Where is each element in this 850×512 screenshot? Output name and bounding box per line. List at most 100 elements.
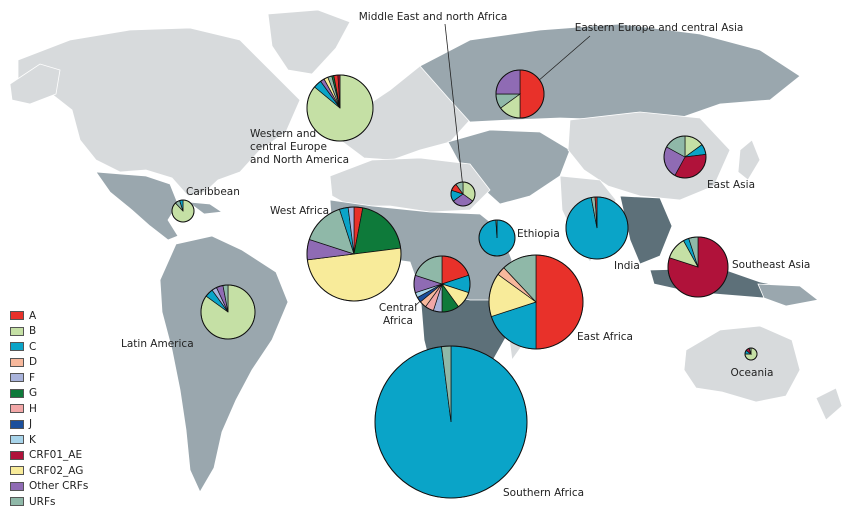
label-line-caribbean-0: Caribbean <box>186 186 240 198</box>
legend-item-crf01-ae: CRF01_AE <box>10 448 88 464</box>
label-line-western-central-europe-north-america-0: Western and <box>250 128 316 140</box>
label-line-middle-east-north-africa-0: Middle East and north Africa <box>359 11 508 23</box>
pie-outline-latin-america <box>200 284 256 340</box>
legend-label-g: G <box>29 387 38 400</box>
legend-label-crf01-ae: CRF01_AE <box>29 449 83 462</box>
legend-item-d: D <box>10 355 88 371</box>
pie-outline-southeast-asia <box>667 236 729 298</box>
region-labels: Western and central Europe and North Ameri… <box>121 11 810 499</box>
pie-western-central-europe-north-america <box>306 74 374 142</box>
pie-outline-oceania <box>744 347 758 361</box>
label-line-latin-america-0: Latin America <box>121 338 194 350</box>
swatch-a <box>10 311 24 321</box>
label-line-ethiopia-0: Ethiopia <box>517 228 560 240</box>
swatch-crf02-ag <box>10 466 24 476</box>
label-southeast-asia: Southeast Asia <box>732 259 810 271</box>
pie-west-africa <box>306 206 402 302</box>
pie-charts <box>171 69 758 499</box>
legend-label-other-crfs: Other CRFs <box>29 480 89 493</box>
label-ethiopia: Ethiopia <box>517 228 560 240</box>
legend-label-crf02-ag: CRF02_AG <box>29 464 84 477</box>
pie-outline-middle-east-north-africa <box>450 181 476 207</box>
russia-shape <box>419 23 801 123</box>
label-line-oceania-0: Oceania <box>731 367 774 379</box>
new-guinea-shape <box>757 283 819 307</box>
southeast-asia-shape <box>619 195 673 265</box>
legend-label-urfs: URFs <box>29 495 56 508</box>
legend-label-h: H <box>29 402 37 415</box>
legend-item-h: H <box>10 401 88 417</box>
greenland-shape <box>267 9 351 75</box>
leader-middle-east <box>444 23 464 189</box>
label-line-eastern-europe-central-asia-0: Eastern Europe and central Asia <box>575 22 744 34</box>
pie-middle-east-north-africa <box>450 181 476 207</box>
legend-item-g: G <box>10 386 88 402</box>
swatch-g <box>10 388 24 398</box>
legend-label-j: J <box>29 418 33 431</box>
south-america-shape <box>159 235 289 493</box>
legend-item-a: A <box>10 308 88 324</box>
pie-outline-east-africa <box>488 254 584 350</box>
label-line-western-central-europe-north-america-1: central Europe <box>250 141 327 153</box>
legend-label-c: C <box>29 340 37 353</box>
label-line-west-africa-0: West Africa <box>270 205 329 217</box>
caribbean-islands-shape <box>186 201 224 215</box>
legend-item-crf02-ag: CRF02_AG <box>10 463 88 479</box>
label-line-southeast-asia-0: Southeast Asia <box>732 259 810 271</box>
alaska-shape <box>9 63 61 105</box>
pie-outline-india <box>565 196 629 260</box>
label-line-east-africa-0: East Africa <box>577 331 633 343</box>
pie-outline-east-asia <box>663 135 707 179</box>
swatch-f <box>10 373 24 383</box>
australia-shape <box>683 325 801 403</box>
leader-eastern-europe <box>529 35 591 89</box>
pie-southeast-asia <box>667 236 729 298</box>
label-east-africa: East Africa <box>577 331 633 343</box>
legend-item-k: K <box>10 432 88 448</box>
pie-india <box>565 196 629 260</box>
pie-east-asia <box>663 135 707 179</box>
label-central-africa: Central Africa <box>379 302 417 327</box>
label-line-india-0: India <box>614 260 640 272</box>
legend-label-f: F <box>29 371 36 384</box>
pie-outline-central-africa <box>413 255 471 313</box>
label-line-western-central-europe-north-america-2: and North America <box>250 154 349 166</box>
label-line-southern-africa-0: Southern Africa <box>503 487 584 499</box>
swatch-d <box>10 357 24 367</box>
swatch-j <box>10 419 24 429</box>
mexico-shape <box>95 171 179 241</box>
north-america-shape <box>17 27 301 197</box>
label-eastern-europe-central-asia: Eastern Europe and central Asia <box>575 22 744 34</box>
pie-outline-caribbean <box>171 199 195 223</box>
pie-oceania <box>744 347 758 361</box>
legend-label-a: A <box>29 309 37 322</box>
legend-label-k: K <box>29 433 36 446</box>
pie-southern-africa <box>374 345 528 499</box>
legend-label-d: D <box>29 356 38 369</box>
label-middle-east-north-africa: Middle East and north Africa <box>359 11 508 23</box>
label-latin-america: Latin America <box>121 338 194 350</box>
label-southern-africa: Southern Africa <box>503 487 584 499</box>
label-line-central-africa-0: Central <box>379 302 417 314</box>
swatch-b <box>10 326 24 336</box>
label-oceania: Oceania <box>731 367 774 379</box>
swatch-h <box>10 404 24 414</box>
legend-item-other-crfs: Other CRFs <box>10 479 88 495</box>
legend-item-b: B <box>10 324 88 340</box>
pie-ethiopia <box>478 219 516 257</box>
label-caribbean: Caribbean <box>186 186 240 198</box>
label-east-asia: East Asia <box>707 179 755 191</box>
legend-item-j: J <box>10 417 88 433</box>
pie-slice-east-africa-a <box>535 254 584 350</box>
label-line-east-asia-0: East Asia <box>707 179 755 191</box>
pie-outline-ethiopia <box>478 219 516 257</box>
swatch-k <box>10 435 24 445</box>
swatch-c <box>10 342 24 352</box>
swatch-crf01-ae <box>10 450 24 460</box>
pie-eastern-europe-central-asia <box>495 69 545 119</box>
label-west-africa: West Africa <box>270 205 329 217</box>
pie-outline-eastern-europe-central-asia <box>495 69 545 119</box>
legend-item-f: F <box>10 370 88 386</box>
pie-outline-west-africa <box>306 206 402 302</box>
